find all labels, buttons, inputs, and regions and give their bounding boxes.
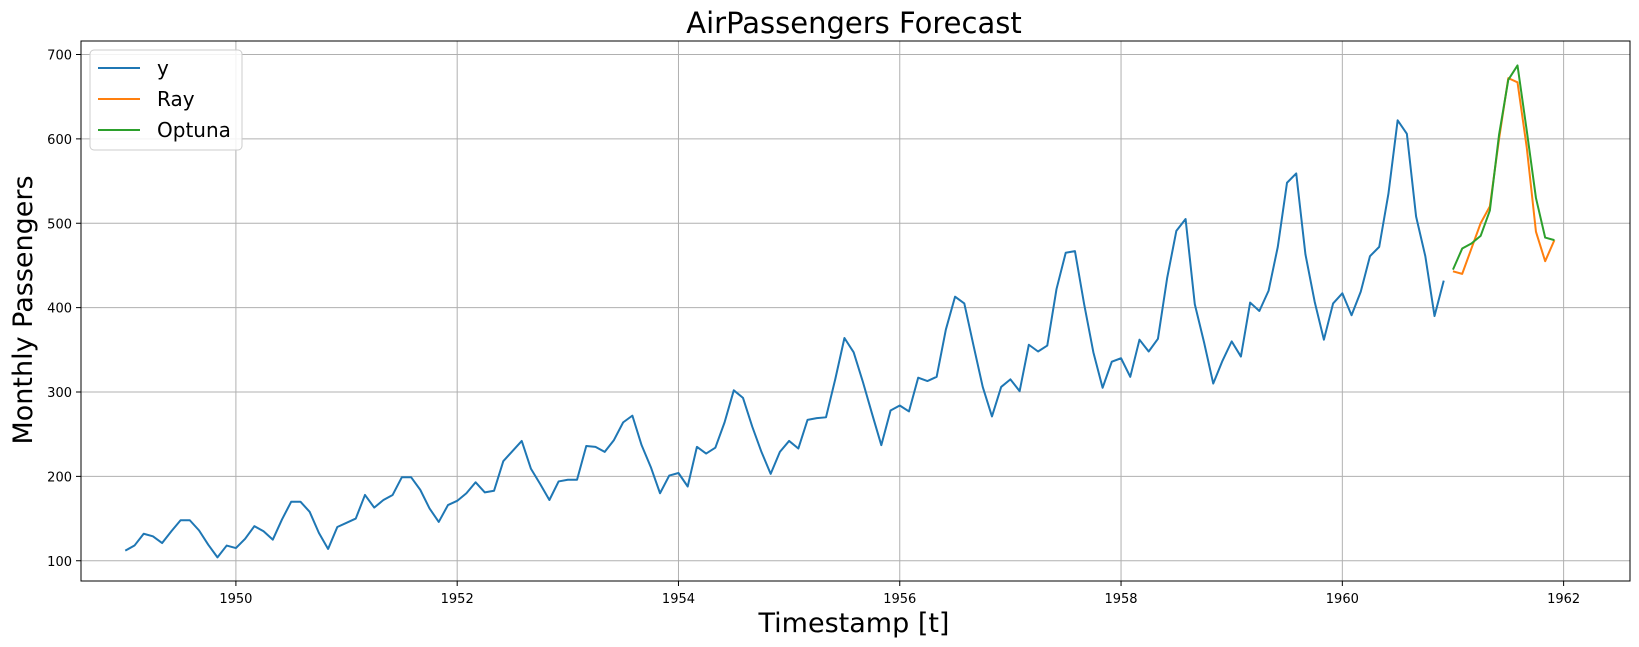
x-tick-label: 1952: [441, 592, 474, 607]
series-lines: [124, 64, 1556, 559]
legend-label-optuna: Optuna: [157, 118, 231, 142]
legend-label-ray: Ray: [157, 87, 195, 111]
y-tick-label: 100: [47, 555, 72, 570]
y-axis-title: Monthly Passengers: [8, 175, 39, 444]
y-tick-label: 400: [47, 302, 72, 317]
series-line-y: [124, 119, 1445, 559]
x-tick-label: 1954: [662, 592, 695, 607]
x-axis-title: Timestamp [t]: [758, 608, 950, 639]
series-line-optuna: [1452, 64, 1555, 271]
legend-box: [89, 49, 243, 151]
x-tick-label: 1958: [1104, 592, 1137, 607]
legend-label-y: y: [157, 56, 169, 80]
gridlines: [81, 41, 1630, 581]
chart-title: AirPassengers Forecast: [686, 6, 1021, 40]
x-tick-label: 1950: [219, 592, 252, 607]
y-tick-label: 600: [47, 133, 72, 148]
axis-ticks: 1950 1952 1954 1956 1958 1960 1962 100 200 300 400…: [47, 49, 1580, 608]
y-tick-label: 700: [47, 49, 72, 64]
y-tick-label: 300: [47, 386, 72, 401]
y-tick-label: 200: [47, 470, 72, 485]
legend: y Ray Optuna: [89, 49, 243, 151]
y-tick-label: 500: [47, 217, 72, 232]
x-tick-label: 1956: [883, 592, 916, 607]
x-tick-label: 1960: [1326, 592, 1359, 607]
plot-area-frame: [80, 40, 1631, 582]
x-tick-label: 1962: [1547, 592, 1580, 607]
